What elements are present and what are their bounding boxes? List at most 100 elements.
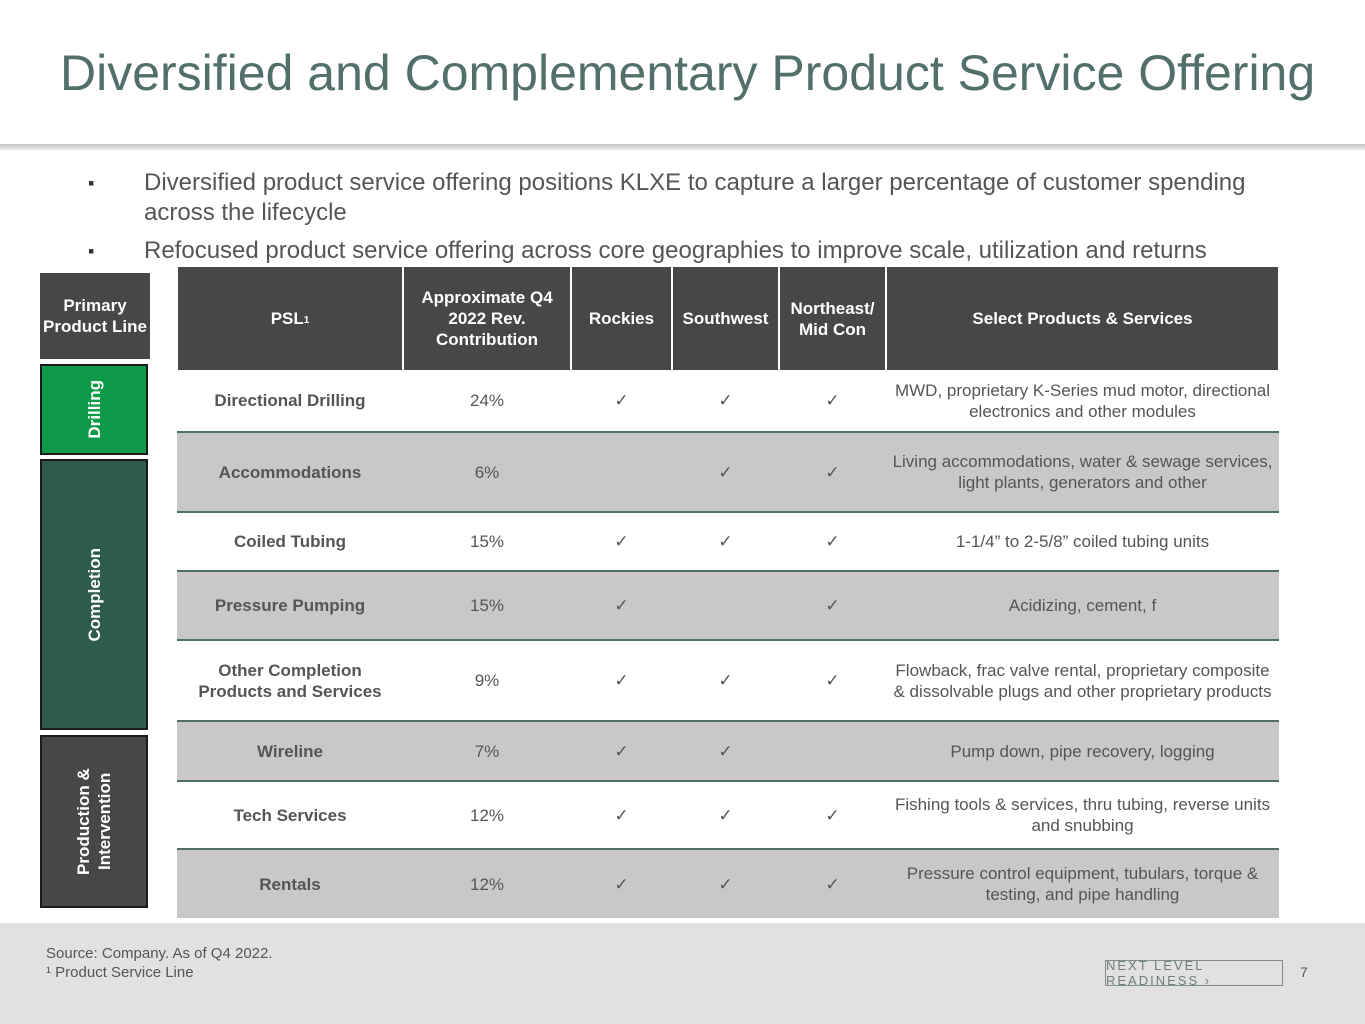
psl-name-cell: Directional Drilling	[177, 370, 403, 433]
source-text: Source: Company. As of Q4 2022.	[46, 945, 273, 962]
check-icon: ✓	[825, 596, 840, 615]
select-products-cell: Living accommodations, water & sewage se…	[886, 432, 1279, 513]
check-icon: ✓	[718, 391, 733, 410]
group-completion-label: Completion	[84, 547, 104, 642]
table-row: Directional Drilling 24% ✓ ✓ ✓ MWD, proprieta…	[177, 370, 1279, 433]
rockies-cell: ✓	[571, 571, 672, 641]
check-icon: ✓	[614, 671, 629, 690]
southwest-cell: ✓	[672, 370, 779, 433]
southwest-cell: ✓	[672, 849, 779, 918]
page-title: Diversified and Complementary Product Se…	[60, 45, 1316, 101]
header-select-products: Select Products & Services	[885, 267, 1280, 370]
table-row: Coiled Tubing 15% ✓ ✓ ✓ 1-1/4” to 2-5/8” coil…	[177, 512, 1279, 572]
southwest-cell: ✓	[672, 512, 779, 572]
psl-name-cell: Tech Services	[177, 781, 403, 850]
northeast-cell: ✓	[779, 781, 886, 850]
header-southwest: Southwest	[671, 267, 780, 370]
rockies-cell: ✓	[571, 640, 672, 722]
northeast-cell: ✓	[779, 512, 886, 572]
rev-cell: 15%	[403, 571, 571, 641]
rev-cell: 15%	[403, 512, 571, 572]
brand-badge: NEXT LEVEL READINESS ›	[1105, 958, 1283, 988]
check-icon: ✓	[825, 874, 840, 894]
check-icon: ✓	[614, 391, 629, 410]
southwest-cell	[672, 571, 779, 641]
check-icon: ✓	[718, 874, 733, 894]
check-icon: ✓	[825, 805, 840, 825]
psl-name-cell: Rentals	[177, 849, 403, 918]
check-icon: ✓	[614, 741, 629, 761]
select-products-cell: Acidizing, cement, f	[886, 571, 1279, 641]
northeast-cell: ✓	[779, 640, 886, 722]
rev-cell: 7%	[403, 721, 571, 782]
select-products-cell: Pressure control equipment, tubulars, to…	[886, 849, 1279, 918]
title-divider	[0, 144, 1365, 150]
northeast-cell: ✓	[779, 432, 886, 513]
bullet-item: Refocused product service offering acros…	[88, 236, 1318, 266]
check-icon: ✓	[614, 805, 629, 825]
southwest-cell: ✓	[672, 781, 779, 850]
table-row: Pressure Pumping 15% ✓ ✓ Acidizing, cement, …	[177, 571, 1279, 641]
rockies-cell	[571, 432, 672, 513]
check-icon: ✓	[718, 532, 733, 551]
header-northeast-midcon: Northeast/ Mid Con	[778, 267, 887, 370]
rev-cell: 9%	[403, 640, 571, 722]
select-products-cell: 1-1/4” to 2-5/8” coiled tubing units	[886, 512, 1279, 572]
source-note: Source: Company. As of Q4 2022. ¹ Produc…	[46, 944, 273, 982]
psl-name-cell: Wireline	[177, 721, 403, 782]
check-icon: ✓	[825, 671, 840, 690]
header-rev-contribution: Approximate Q4 2022 Rev. Contribution	[402, 267, 572, 370]
psl-name-cell: Pressure Pumping	[177, 571, 403, 641]
check-icon: ✓	[718, 741, 733, 761]
select-products-cell: Fishing tools & services, thru tubing, r…	[886, 781, 1279, 850]
rev-cell: 12%	[403, 849, 571, 918]
header-rockies: Rockies	[570, 267, 673, 370]
rev-cell: 12%	[403, 781, 571, 850]
check-icon: ✓	[825, 462, 840, 482]
rockies-cell: ✓	[571, 721, 672, 782]
footnote-text: ¹ Product Service Line	[46, 964, 194, 981]
southwest-cell: ✓	[672, 432, 779, 513]
bullet-list: Diversified product service offering pos…	[88, 168, 1318, 274]
psl-name-cell: Coiled Tubing	[177, 512, 403, 572]
southwest-cell: ✓	[672, 721, 779, 782]
northeast-cell: ✓	[779, 571, 886, 641]
group-production-label: Production & Intervention	[74, 768, 114, 875]
table-row: Other Completion Products and Services 9%…	[177, 640, 1279, 722]
check-icon: ✓	[825, 391, 840, 410]
northeast-cell: ✓	[779, 849, 886, 918]
psl-table: PSL1 Approximate Q4 2022 Rev. Contributi…	[176, 267, 1280, 918]
rockies-cell: ✓	[571, 781, 672, 850]
group-completion: Completion	[40, 459, 148, 730]
northeast-cell: ✓	[779, 370, 886, 433]
check-icon: ✓	[718, 805, 733, 825]
check-icon: ✓	[825, 532, 840, 551]
table-row: Wireline 7% ✓ ✓ Pump down, pipe recovery, lo…	[177, 721, 1279, 782]
select-products-cell: MWD, proprietary K-Series mud motor, dir…	[886, 370, 1279, 433]
table-row: Rentals 12% ✓ ✓ ✓ Pressure control equipment,…	[177, 849, 1279, 918]
select-products-cell: Flowback, frac valve rental, proprietary…	[886, 640, 1279, 722]
rockies-cell: ✓	[571, 849, 672, 918]
rockies-cell: ✓	[571, 512, 672, 572]
rev-cell: 6%	[403, 432, 571, 513]
group-production-intervention: Production & Intervention	[40, 735, 148, 908]
rev-cell: 24%	[403, 370, 571, 433]
psl-name-cell: Other Completion Products and Services	[177, 640, 403, 722]
table-row: Accommodations 6% ✓ ✓ Living accommodations,…	[177, 432, 1279, 513]
select-products-cell: Pump down, pipe recovery, logging	[886, 721, 1279, 782]
psl-name-cell: Accommodations	[177, 432, 403, 513]
footer: Source: Company. As of Q4 2022. ¹ Produc…	[0, 923, 1365, 1024]
table-header-row: PSL1 Approximate Q4 2022 Rev. Contributi…	[176, 267, 1280, 370]
check-icon: ✓	[718, 462, 733, 482]
check-icon: ✓	[614, 596, 629, 615]
rockies-cell: ✓	[571, 370, 672, 433]
header-psl: PSL1	[176, 267, 404, 370]
check-icon: ✓	[614, 874, 629, 894]
page-number: 7	[1300, 964, 1308, 980]
southwest-cell: ✓	[672, 640, 779, 722]
northeast-cell	[779, 721, 886, 782]
bullet-item: Diversified product service offering pos…	[88, 168, 1318, 228]
group-drilling: Drilling	[40, 364, 148, 455]
check-icon: ✓	[614, 532, 629, 551]
table-row: Tech Services 12% ✓ ✓ ✓ Fishing tools & servi…	[177, 781, 1279, 850]
